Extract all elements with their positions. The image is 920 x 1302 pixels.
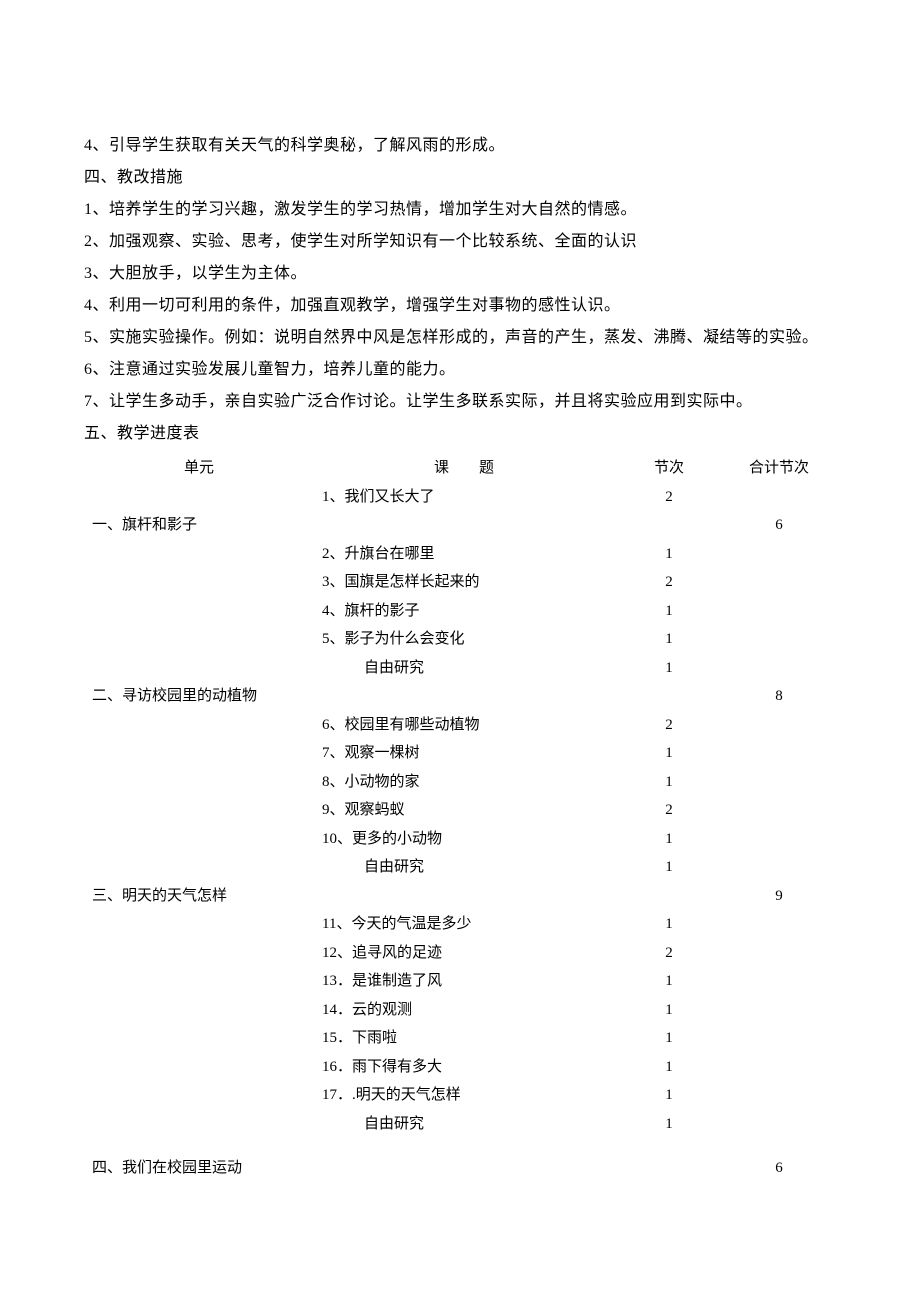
cell-unit: 二、寻访校园里的动植物 bbox=[84, 682, 314, 711]
table-row: 6、校园里有哪些动植物2 bbox=[84, 711, 836, 740]
table-row: 一、旗杆和影子 6 bbox=[84, 511, 836, 540]
table-row: 16．雨下得有多大1 bbox=[84, 1053, 836, 1082]
cell-topic: 3、国旗是怎样长起来的 bbox=[314, 568, 614, 597]
cell-sessions: 1 bbox=[614, 1024, 724, 1053]
cell-sessions: 2 bbox=[614, 711, 724, 740]
cell-sessions: 1 bbox=[614, 996, 724, 1025]
cell-total: 9 bbox=[724, 882, 834, 911]
cell-topic: 14．云的观测 bbox=[314, 996, 614, 1025]
table-row: 14．云的观测1 bbox=[84, 996, 836, 1025]
cell-topic: 15．下雨啦 bbox=[314, 1024, 614, 1053]
table-row: 1、我们又长大了2 bbox=[84, 483, 836, 512]
table-row: 4、旗杆的影子1 bbox=[84, 597, 836, 626]
cell-sessions: 1 bbox=[614, 597, 724, 626]
table-row: 自由研究1 bbox=[84, 853, 836, 882]
cell-topic: 17．.明天的天气怎样 bbox=[314, 1081, 614, 1110]
table-row: 3、国旗是怎样长起来的2 bbox=[84, 568, 836, 597]
cell-sessions: 1 bbox=[614, 768, 724, 797]
cell-sessions: 1 bbox=[614, 1081, 724, 1110]
measure-item-5: 5、实施实验操作。例如：说明自然界中风是怎样形成的，声音的产生，蒸发、沸腾、凝结… bbox=[84, 322, 836, 354]
table-row: 自由研究1 bbox=[84, 654, 836, 683]
cell-topic: 8、小动物的家 bbox=[314, 768, 614, 797]
footer-total: 6 bbox=[724, 1154, 834, 1183]
paragraph-item-4: 4、引导学生获取有关天气的科学奥秘，了解风雨的形成。 bbox=[84, 130, 836, 162]
cell-sessions: 2 bbox=[614, 568, 724, 597]
section-heading-4: 四、教改措施 bbox=[84, 162, 836, 194]
cell-sessions: 2 bbox=[614, 483, 724, 512]
table-body: 1、我们又长大了2一、旗杆和影子62、升旗台在哪里13、国旗是怎样长起来的24、… bbox=[84, 483, 836, 1139]
table-row: 二、寻访校园里的动植物 8 bbox=[84, 682, 836, 711]
cell-topic: 11、今天的气温是多少 bbox=[314, 910, 614, 939]
table-row: 15．下雨啦1 bbox=[84, 1024, 836, 1053]
cell-sessions: 2 bbox=[614, 939, 724, 968]
table-row: 10、更多的小动物1 bbox=[84, 825, 836, 854]
col-header-topic: 课 题 bbox=[314, 454, 614, 483]
col-header-total: 合计节次 bbox=[724, 454, 834, 483]
cell-topic: 7、观察一棵树 bbox=[314, 739, 614, 768]
cell-total: 8 bbox=[724, 682, 834, 711]
cell-sessions: 1 bbox=[614, 910, 724, 939]
table-row: 12、追寻风的足迹2 bbox=[84, 939, 836, 968]
measure-item-3: 3、大胆放手，以学生为主体。 bbox=[84, 258, 836, 290]
cell-topic: 12、追寻风的足迹 bbox=[314, 939, 614, 968]
cell-sessions: 2 bbox=[614, 796, 724, 825]
table-row: 三、明天的天气怎样 9 bbox=[84, 882, 836, 911]
cell-sessions: 1 bbox=[614, 739, 724, 768]
cell-topic: 自由研究 bbox=[314, 654, 614, 683]
cell-total: 6 bbox=[724, 511, 834, 540]
table-spacer bbox=[84, 1138, 836, 1154]
table-row: 5、影子为什么会变化1 bbox=[84, 625, 836, 654]
measure-item-7: 7、让学生多动手，亲自实验广泛合作讨论。让学生多联系实际，并且将实验应用到实际中… bbox=[84, 386, 836, 418]
measure-item-1: 1、培养学生的学习兴趣，激发学生的学习热情，增加学生对大自然的情感。 bbox=[84, 194, 836, 226]
cell-topic: 4、旗杆的影子 bbox=[314, 597, 614, 626]
schedule-table: 单元 课 题 节次 合计节次 1、我们又长大了2一、旗杆和影子62、升旗台在哪里… bbox=[84, 454, 836, 1183]
cell-sessions: 1 bbox=[614, 967, 724, 996]
cell-topic: 9、观察蚂蚁 bbox=[314, 796, 614, 825]
measure-item-4: 4、利用一切可利用的条件，加强直观教学，增强学生对事物的感性认识。 bbox=[84, 290, 836, 322]
table-row: 2、升旗台在哪里1 bbox=[84, 540, 836, 569]
section-heading-5: 五、教学进度表 bbox=[84, 418, 836, 450]
cell-topic: 10、更多的小动物 bbox=[314, 825, 614, 854]
col-header-sessions: 节次 bbox=[614, 454, 724, 483]
measure-item-6: 6、注意通过实验发展儿童智力，培养儿童的能力。 bbox=[84, 354, 836, 386]
table-row: 13．是谁制造了风1 bbox=[84, 967, 836, 996]
measure-item-2: 2、加强观察、实验、思考，使学生对所学知识有一个比较系统、全面的认识 bbox=[84, 226, 836, 258]
cell-sessions: 1 bbox=[614, 825, 724, 854]
table-row: 8、小动物的家1 bbox=[84, 768, 836, 797]
cell-sessions: 1 bbox=[614, 853, 724, 882]
cell-sessions: 1 bbox=[614, 654, 724, 683]
col-header-unit: 单元 bbox=[84, 454, 314, 483]
cell-topic: 5、影子为什么会变化 bbox=[314, 625, 614, 654]
cell-unit: 三、明天的天气怎样 bbox=[84, 882, 314, 911]
table-row: 9、观察蚂蚁2 bbox=[84, 796, 836, 825]
cell-topic: 6、校园里有哪些动植物 bbox=[314, 711, 614, 740]
cell-topic: 16．雨下得有多大 bbox=[314, 1053, 614, 1082]
cell-sessions: 1 bbox=[614, 1110, 724, 1139]
cell-sessions: 1 bbox=[614, 1053, 724, 1082]
cell-topic: 自由研究 bbox=[314, 853, 614, 882]
table-row: 11、今天的气温是多少1 bbox=[84, 910, 836, 939]
table-row: 7、观察一棵树1 bbox=[84, 739, 836, 768]
cell-topic: 13．是谁制造了风 bbox=[314, 967, 614, 996]
cell-topic: 2、升旗台在哪里 bbox=[314, 540, 614, 569]
table-footer-row: 四、我们在校园里运动 6 bbox=[84, 1154, 836, 1183]
cell-unit: 一、旗杆和影子 bbox=[84, 511, 314, 540]
footer-unit: 四、我们在校园里运动 bbox=[84, 1154, 314, 1183]
table-row: 自由研究1 bbox=[84, 1110, 836, 1139]
cell-sessions: 1 bbox=[614, 625, 724, 654]
document-page: 4、引导学生获取有关天气的科学奥秘，了解风雨的形成。 四、教改措施 1、培养学生… bbox=[0, 0, 920, 1302]
table-header-row: 单元 课 题 节次 合计节次 bbox=[84, 454, 836, 483]
cell-topic: 1、我们又长大了 bbox=[314, 483, 614, 512]
cell-topic: 自由研究 bbox=[314, 1110, 614, 1139]
cell-sessions: 1 bbox=[614, 540, 724, 569]
table-row: 17．.明天的天气怎样1 bbox=[84, 1081, 836, 1110]
